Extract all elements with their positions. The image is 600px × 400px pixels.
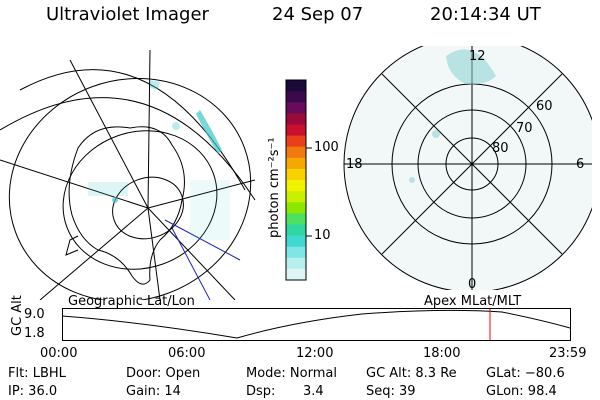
apex-label: Apex MLat/MLT: [424, 294, 522, 309]
status-dsp-value: 3.4: [303, 384, 324, 399]
status-gc-alt: GC Alt: 8.3 Re: [366, 366, 457, 381]
colorbar-segment: [286, 113, 306, 125]
colorbar-segment: [286, 168, 306, 181]
time-label: 20:14:34 UT: [430, 4, 541, 25]
status-glat: GLat: −80.6: [486, 366, 565, 381]
status-gain: Gain: 14: [126, 384, 181, 399]
colorbar-segment: [286, 235, 306, 248]
mlat-label-60: 60: [536, 99, 553, 114]
colorbar: [285, 79, 312, 281]
status-flt: Flt: LBHL: [8, 366, 66, 381]
colorbar-segment: [286, 124, 306, 137]
mlt-label-0: 0: [468, 277, 476, 290]
alt-x-tick-0600: 06:00: [168, 346, 206, 361]
colorbar-tick-10: 10: [314, 228, 331, 243]
status-ip: IP: 36.0: [8, 384, 58, 399]
colorbar-segment: [286, 102, 306, 114]
colorbar-segment: [286, 202, 306, 214]
mlat-label-70: 70: [516, 121, 533, 136]
colorbar-segment: [286, 224, 306, 237]
colorbar-segment: [286, 80, 306, 92]
colorbar-segment: [286, 213, 306, 225]
geographic-map: [0, 50, 256, 300]
alt-x-tick-1800: 18:00: [423, 346, 461, 361]
colorbar-segment: [286, 91, 306, 103]
alt-y-tick-1-8: 1.8: [24, 326, 45, 341]
status-dsp-label: Dsp:: [246, 384, 276, 399]
date-label: 24 Sep 07: [272, 4, 364, 25]
colorbar-tick-100: 100: [314, 140, 339, 155]
colorbar-segment: [286, 146, 306, 159]
colorbar-segment: [286, 246, 306, 259]
alt-x-tick-0000: 00:00: [40, 346, 78, 361]
instrument-title: Ultraviolet Imager: [46, 4, 209, 25]
status-mode: Mode: Normal: [246, 366, 337, 381]
colorbar-segment: [286, 268, 306, 281]
colorbar-segment: [286, 157, 306, 170]
colorbar-segment: [286, 257, 306, 270]
apex-polar-plot: 12 18 6 0 60 70 80: [343, 46, 592, 290]
colorbar-segment: [286, 135, 306, 148]
alt-x-tick-2359: 23:59: [549, 346, 587, 361]
alt-axis-label: GC Alt: [10, 295, 25, 336]
colorbar-segment: [286, 191, 306, 203]
mlt-label-18: 18: [346, 157, 363, 172]
alt-plot: [62, 308, 571, 341]
status-seq: Seq: 39: [366, 384, 416, 399]
status-door: Door: Open: [126, 366, 201, 381]
colorbar-unit-label: photon cm⁻²s⁻¹: [267, 137, 282, 238]
status-glon: GLon: 98.4: [486, 384, 557, 399]
mlt-label-12: 12: [469, 49, 486, 64]
colorbar-segment: [286, 180, 306, 192]
mlt-label-6: 6: [576, 157, 584, 172]
geographic-label: Geographic Lat/Lon: [68, 294, 195, 309]
mlat-label-80: 80: [492, 141, 509, 156]
alt-y-tick-9: 9.0: [24, 307, 45, 322]
alt-x-tick-1200: 12:00: [296, 346, 334, 361]
